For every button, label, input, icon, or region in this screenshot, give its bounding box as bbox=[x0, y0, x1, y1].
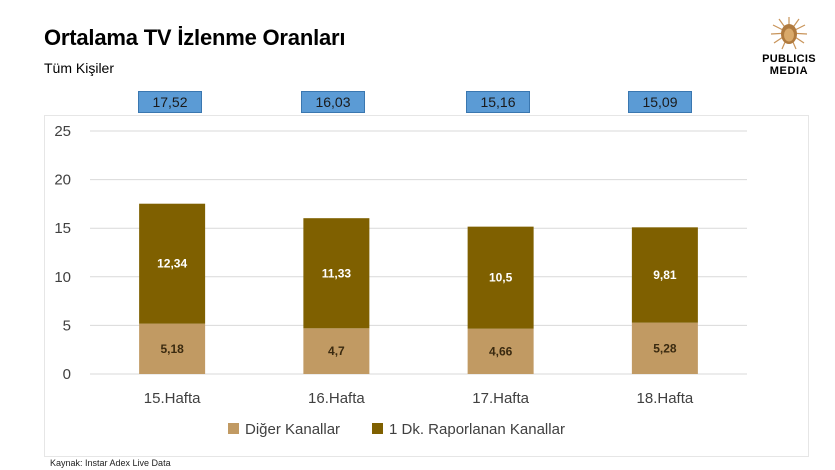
bar-segment bbox=[467, 226, 534, 329]
y-tick-label: 25 bbox=[54, 123, 71, 140]
bar-segment bbox=[467, 328, 534, 374]
bar-segment bbox=[303, 218, 370, 329]
chart-subtitle: Tüm Kişiler bbox=[44, 60, 115, 76]
x-tick-label: 18.Hafta bbox=[637, 390, 694, 407]
logo-text-media: MEDIA bbox=[769, 65, 809, 77]
total-box-week-16: 16,03 bbox=[301, 91, 365, 113]
legend-label: 1 Dk. Raporlanan Kanallar bbox=[389, 421, 565, 438]
data-label: 5,18 bbox=[160, 342, 184, 356]
lion-head-icon bbox=[770, 17, 808, 50]
y-tick-label: 5 bbox=[63, 317, 71, 334]
chart-area: 0 5 10 15 20 25 5,18 12,34 15.Hafta 4,7 11,33 16.Ha… bbox=[44, 115, 809, 457]
data-label: 9,81 bbox=[653, 268, 677, 282]
total-box-week-17: 15,16 bbox=[466, 91, 530, 113]
y-tick-label: 20 bbox=[54, 172, 71, 189]
publicis-media-logo: PUBLICIS MEDIA bbox=[752, 15, 826, 77]
y-tick-label: 10 bbox=[54, 269, 71, 286]
data-label: 10,5 bbox=[489, 271, 513, 285]
x-tick-label: 16.Hafta bbox=[308, 390, 365, 407]
legend-swatch bbox=[228, 423, 239, 434]
bar-segment bbox=[139, 323, 206, 374]
x-tick-label: 17.Hafta bbox=[472, 390, 529, 407]
chart-title: Ortalama TV İzlenme Oranları bbox=[44, 25, 346, 50]
bar-segment bbox=[139, 203, 206, 324]
data-label: 12,34 bbox=[157, 257, 187, 271]
bar-segment bbox=[303, 328, 370, 374]
data-label: 11,33 bbox=[322, 266, 352, 280]
y-tick-label: 0 bbox=[63, 366, 71, 383]
logo-text-publicis: PUBLICIS bbox=[762, 53, 816, 65]
legend-swatch bbox=[372, 423, 383, 434]
total-box-week-15: 17,52 bbox=[138, 91, 202, 113]
legend-label: Diğer Kanallar bbox=[245, 421, 340, 438]
source-note: Kaynak: Instar Adex Live Data bbox=[50, 458, 171, 468]
data-label: 4,7 bbox=[328, 344, 345, 358]
total-box-week-18: 15,09 bbox=[628, 91, 692, 113]
y-tick-label: 15 bbox=[54, 220, 71, 237]
x-tick-label: 15.Hafta bbox=[144, 390, 201, 407]
bar-segment bbox=[631, 227, 698, 323]
data-label: 4,66 bbox=[489, 344, 513, 358]
data-label: 5,28 bbox=[653, 341, 677, 355]
stacked-bar-chart: 0 5 10 15 20 25 5,18 12,34 15.Hafta 4,7 11,33 16.Ha… bbox=[54, 123, 747, 438]
bar-segment bbox=[631, 322, 698, 374]
